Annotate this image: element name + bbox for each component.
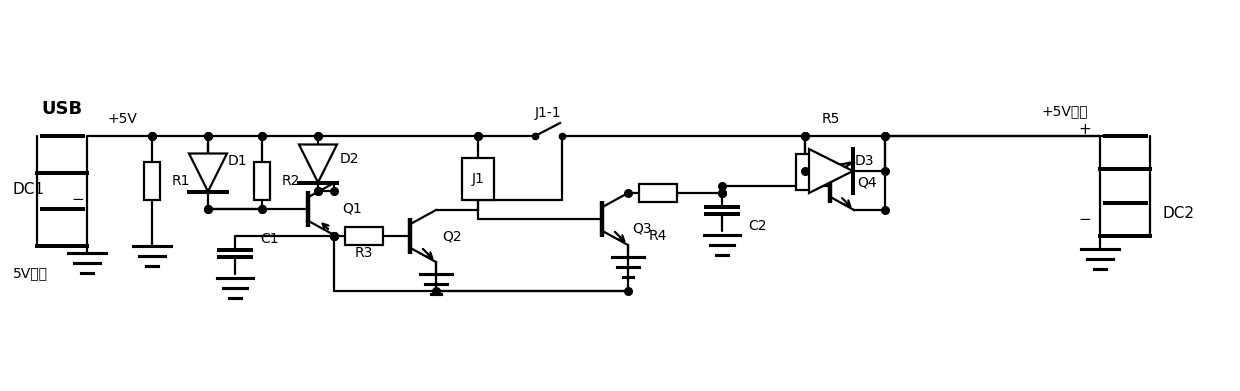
Text: −: − — [1079, 212, 1091, 226]
Text: DC2: DC2 — [1162, 206, 1194, 221]
Text: C2: C2 — [748, 219, 766, 233]
Text: 5V输入: 5V输入 — [12, 266, 47, 280]
Bar — [144, 162, 160, 200]
Polygon shape — [808, 149, 853, 193]
Text: D1: D1 — [228, 154, 248, 168]
Text: C1: C1 — [260, 232, 279, 246]
Text: +5V: +5V — [107, 112, 136, 126]
Text: D2: D2 — [340, 152, 360, 166]
Text: J1-1: J1-1 — [534, 106, 562, 120]
Text: R5: R5 — [822, 112, 841, 126]
Text: R1: R1 — [172, 174, 191, 188]
Text: +5V输出: +5V输出 — [1042, 104, 1087, 118]
Text: DC1: DC1 — [12, 181, 45, 197]
Text: +: + — [1079, 122, 1091, 136]
Text: Q2: Q2 — [441, 229, 461, 243]
Text: J1: J1 — [471, 172, 485, 186]
Text: USB: USB — [41, 100, 83, 118]
Text: R4: R4 — [649, 229, 667, 243]
Polygon shape — [299, 145, 337, 183]
Text: Q1: Q1 — [342, 202, 362, 216]
Bar — [345, 227, 383, 245]
Polygon shape — [188, 154, 227, 192]
Text: R3: R3 — [355, 246, 373, 260]
Text: D3: D3 — [856, 154, 874, 168]
Bar — [796, 154, 813, 190]
Text: −: − — [72, 192, 84, 206]
Text: Q3: Q3 — [632, 222, 652, 236]
Bar — [639, 184, 677, 202]
Bar — [463, 158, 494, 200]
Bar — [254, 162, 270, 200]
Text: Q4: Q4 — [857, 176, 877, 190]
Text: R2: R2 — [281, 174, 300, 188]
